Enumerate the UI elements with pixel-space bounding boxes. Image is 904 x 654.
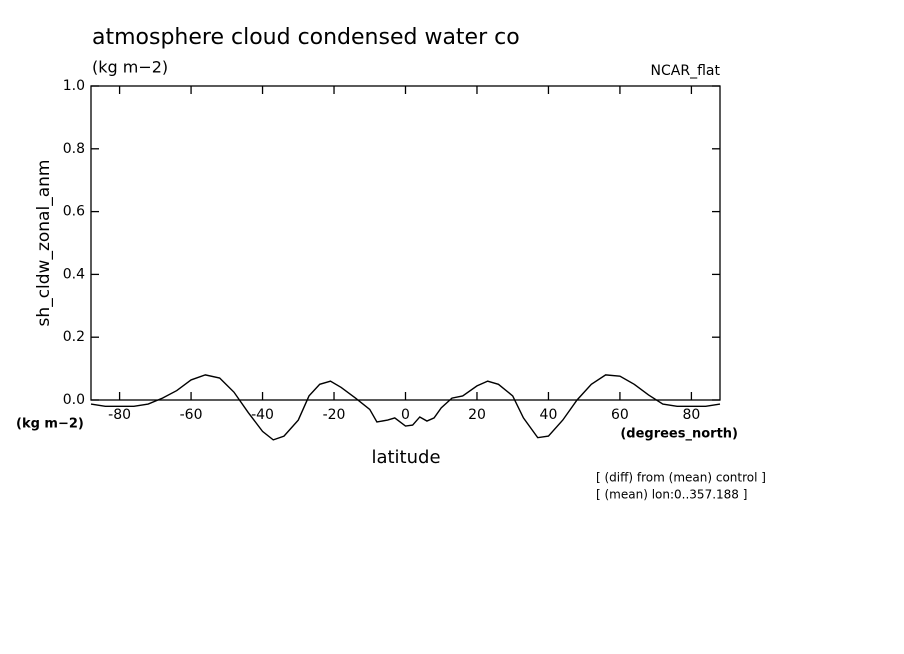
- x-tick-label: 40: [540, 407, 558, 423]
- x-tick-label: -60: [180, 407, 203, 423]
- corner-label: NCAR_flat: [651, 63, 721, 79]
- x-axis-label: latitude: [371, 447, 440, 468]
- plot-frame: [90, 85, 721, 401]
- subtitle: (kg m−2): [92, 58, 168, 77]
- y-tick-label: 0.0: [63, 392, 85, 408]
- x-tick-label: 80: [682, 407, 700, 423]
- y-tick-label: 0.6: [63, 204, 85, 220]
- y-unit: (kg m−2): [16, 417, 84, 432]
- x-tick-label: 0: [401, 407, 410, 423]
- x-tick-label: -20: [323, 407, 346, 423]
- line-series: [90, 374, 721, 441]
- y-tick-label: 0.2: [63, 329, 85, 345]
- y-axis-label: sh_cldw_zonal_anm: [34, 160, 54, 327]
- x-unit: (degrees_north): [620, 427, 738, 442]
- chart-title: atmosphere cloud condensed water co: [92, 25, 520, 50]
- y-tick-label: 0.4: [63, 266, 85, 282]
- y-tick-label: 1.0: [63, 78, 85, 94]
- x-tick-label: -80: [108, 407, 131, 423]
- note: [ (diff) from (mean) control ]: [596, 471, 766, 485]
- note: [ (mean) lon:0..357.188 ]: [596, 488, 747, 502]
- x-tick-label: 20: [468, 407, 486, 423]
- x-tick-label: 60: [611, 407, 629, 423]
- y-tick-label: 0.8: [63, 141, 85, 157]
- x-tick-label: -40: [251, 407, 274, 423]
